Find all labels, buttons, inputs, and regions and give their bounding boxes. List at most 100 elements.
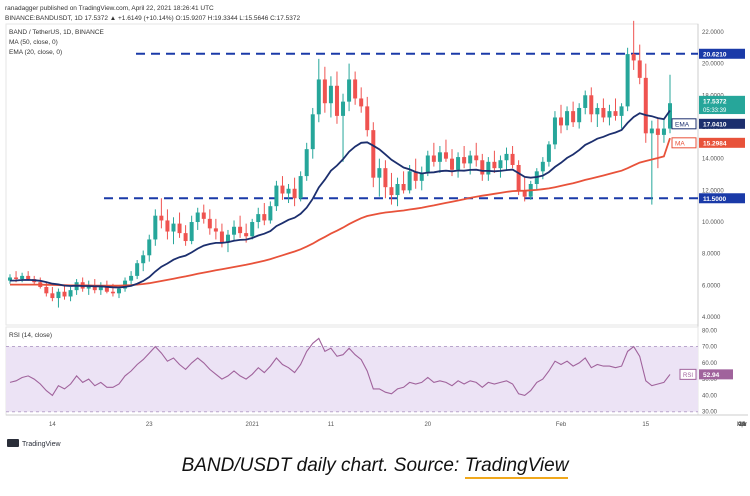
candle-bullish: [498, 160, 503, 169]
candle-bearish: [522, 190, 527, 197]
figure-caption: BAND/USDT daily chart. Source: TradingVi…: [0, 455, 750, 479]
rsi-tick-label: 70.00: [702, 345, 718, 351]
level-price-tag: [699, 193, 745, 204]
level-price-label: 11.5000: [703, 196, 727, 203]
candle-bearish: [92, 285, 97, 291]
candle-bullish: [425, 155, 430, 173]
price-tick-label: 10.0000: [702, 220, 724, 226]
x-tick-label: 15: [642, 422, 649, 428]
x-tick-label: 14: [49, 422, 56, 428]
candle-bullish: [86, 285, 91, 289]
candle-bearish: [365, 106, 370, 131]
candle-bullish: [153, 215, 158, 240]
candle-bearish: [480, 160, 485, 175]
candle-bullish: [310, 114, 315, 150]
x-tick-label: Apr: [737, 422, 746, 428]
candle-bullish: [619, 106, 624, 116]
candle-bullish: [189, 222, 194, 242]
candle-bearish: [559, 117, 564, 126]
candle-bullish: [546, 144, 551, 162]
candle-bullish: [486, 161, 491, 175]
level-price-label: 20.6210: [703, 51, 727, 58]
x-tick-label: 11: [328, 422, 335, 428]
x-tick-label: 12: [739, 422, 746, 428]
candle-bullish: [395, 184, 400, 196]
candle-bullish: [135, 263, 140, 276]
x-tick-label: 23: [146, 422, 153, 428]
candle-bearish: [389, 187, 394, 196]
candle-bearish: [183, 233, 188, 242]
candle-bullish: [595, 107, 600, 115]
ma-legend: MA (50, close, 0): [9, 39, 58, 46]
price-tick-label: 8.0000: [702, 252, 721, 258]
x-tick-label: Feb: [556, 422, 567, 428]
candle-bearish: [371, 130, 376, 178]
candle-bearish: [637, 60, 642, 78]
candle-bullish: [456, 157, 461, 170]
price-tick-label: 22.0000: [702, 30, 724, 36]
candle-bullish: [98, 286, 103, 291]
candle-bullish: [256, 214, 261, 223]
x-tick-label: Mar: [737, 422, 747, 428]
rsi-tick-label: 30.00: [702, 410, 718, 416]
tradingview-brand: TradingView: [22, 441, 61, 448]
candle-bullish: [661, 128, 666, 135]
candle-bearish: [213, 228, 218, 232]
candle-bearish: [431, 155, 436, 162]
candle-bearish: [207, 218, 212, 229]
candle-bearish: [104, 286, 109, 292]
ema-value-tag: [699, 118, 745, 129]
rsi-line: [9, 337, 671, 397]
x-tick-label: 21: [739, 422, 746, 428]
rsi-pane: RSI (14, close) 30.00 40.00 50.00 60.00 70.00…: [5, 326, 733, 416]
rsi-name-tag: [679, 368, 697, 380]
candle-bearish: [492, 161, 497, 169]
candle-bullish: [195, 212, 200, 223]
candle-bullish: [250, 222, 255, 237]
price-pane-frame: [5, 23, 699, 326]
candle-bullish: [583, 95, 588, 108]
candle-bearish: [292, 188, 297, 199]
caption-prefix: BAND/USDT daily chart. Source:: [181, 455, 465, 476]
candle-bullish: [274, 185, 279, 207]
candle-bearish: [413, 171, 418, 181]
rsi-band: [6, 346, 698, 412]
candle-bullish: [377, 168, 382, 178]
candle-bullish: [504, 153, 509, 161]
price-pane: 4.0000 6.0000 8.0000 10.0000 12.0000 14.0000 1…: [5, 20, 745, 415]
candle-bullish: [328, 85, 333, 104]
candle-bearish: [244, 233, 249, 237]
x-tick-label: 29: [739, 422, 746, 428]
rsi-tick-label: 50.00: [702, 377, 718, 383]
candle-bullish: [20, 275, 25, 280]
countdown-label: 05:33:39: [703, 108, 727, 114]
last-price-label: 17.5372: [703, 98, 727, 105]
candle-bearish: [571, 111, 576, 123]
candle-bullish: [56, 291, 61, 299]
tradingview-logo-icon: [7, 439, 19, 447]
candle-bearish: [50, 293, 55, 299]
candle-bearish: [14, 277, 19, 280]
ema-name-label: EMA: [675, 121, 690, 128]
candle-bullish: [419, 172, 424, 181]
candle-bullish: [171, 223, 176, 232]
candle-bearish: [334, 85, 339, 116]
candle-bullish: [625, 54, 630, 107]
rsi-tick-label: 40.00: [702, 393, 718, 399]
candle-bearish: [110, 291, 115, 294]
caption-source: TradingView: [464, 455, 569, 479]
symbol-ohlc-line: BINANCE:BANDUSDT, 1D 17.5372 ▲ +1.6149 (…: [5, 15, 301, 22]
ma-name-label: MA: [675, 140, 685, 147]
price-tick-label: 6.0000: [702, 283, 721, 289]
candle-bearish: [474, 155, 479, 161]
rsi-value-tag: [699, 369, 733, 380]
candle-bearish: [177, 223, 182, 234]
ema-value-label: 17.0410: [703, 121, 727, 128]
tradingview-logo: TradingView: [7, 439, 61, 448]
price-tick-label: 4.0000: [702, 315, 721, 321]
candle-bearish: [613, 111, 618, 116]
candle-bearish: [643, 77, 648, 134]
candle-bearish: [26, 275, 31, 280]
x-tick-label: 15: [739, 422, 746, 428]
candle-bullish: [341, 101, 346, 116]
